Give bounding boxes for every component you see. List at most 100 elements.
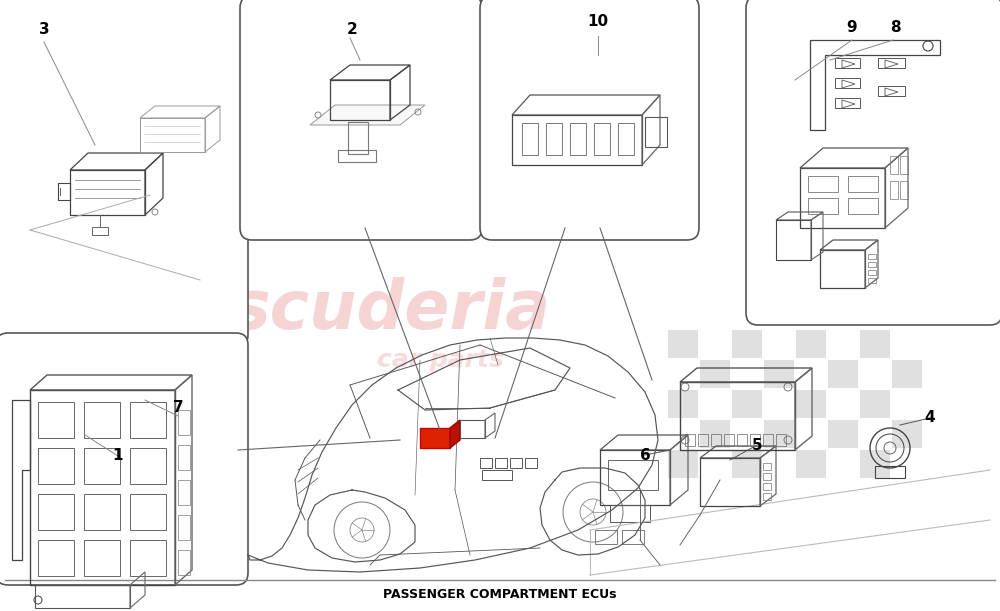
Bar	[892, 420, 922, 448]
Text: car parts: car parts	[377, 348, 503, 372]
Bar	[763, 493, 771, 500]
Bar	[622, 530, 644, 544]
Text: PASSENGER COMPARTMENT ECUs: PASSENGER COMPARTMENT ECUs	[383, 588, 617, 601]
Text: 10: 10	[587, 15, 609, 29]
Bar	[338, 150, 376, 162]
Bar	[84, 494, 120, 530]
Bar	[737, 434, 747, 446]
Bar	[522, 123, 538, 155]
Bar	[595, 530, 617, 544]
Bar	[130, 494, 166, 530]
Bar	[892, 360, 922, 388]
Bar	[130, 402, 166, 438]
Bar	[732, 330, 762, 358]
Bar	[763, 434, 773, 446]
Bar	[711, 434, 721, 446]
Bar	[594, 123, 610, 155]
Bar	[890, 156, 898, 174]
Polygon shape	[420, 428, 450, 448]
Bar	[763, 463, 771, 470]
Bar	[348, 122, 368, 154]
Bar	[875, 466, 905, 478]
FancyBboxPatch shape	[0, 0, 248, 347]
Bar	[92, 227, 108, 235]
Bar	[860, 330, 890, 358]
Bar	[685, 434, 695, 446]
Bar	[828, 360, 858, 388]
Bar	[525, 458, 537, 468]
Bar	[700, 420, 730, 448]
Bar	[698, 434, 708, 446]
Bar	[868, 262, 876, 267]
Bar	[860, 390, 890, 418]
Text: 6: 6	[640, 447, 650, 463]
Text: 2: 2	[347, 23, 357, 37]
Bar	[732, 450, 762, 478]
Bar	[763, 483, 771, 490]
Bar	[570, 123, 586, 155]
Text: 8: 8	[890, 21, 900, 35]
Bar	[763, 473, 771, 480]
Bar	[178, 445, 190, 470]
Bar	[84, 448, 120, 484]
Bar	[900, 181, 908, 199]
Bar	[38, 402, 74, 438]
Bar	[130, 448, 166, 484]
Bar	[38, 448, 74, 484]
Bar	[890, 181, 898, 199]
Text: 3: 3	[39, 23, 49, 37]
Text: 5: 5	[752, 437, 762, 453]
Text: 1: 1	[113, 448, 123, 464]
Bar	[868, 254, 876, 259]
Bar	[796, 330, 826, 358]
Bar	[828, 420, 858, 448]
Bar	[38, 494, 74, 530]
Bar	[645, 117, 667, 147]
Bar	[764, 360, 794, 388]
Polygon shape	[450, 420, 460, 448]
Bar	[178, 410, 190, 435]
Bar	[130, 540, 166, 576]
Text: 9: 9	[847, 21, 857, 35]
Bar	[618, 123, 634, 155]
Bar	[700, 360, 730, 388]
Bar	[724, 434, 734, 446]
Bar	[84, 402, 120, 438]
Bar	[668, 330, 698, 358]
Bar	[668, 390, 698, 418]
Bar	[848, 198, 878, 214]
Bar	[178, 515, 190, 540]
Bar	[808, 176, 838, 192]
Bar	[796, 390, 826, 418]
Text: 7: 7	[173, 400, 183, 414]
Bar	[178, 550, 190, 575]
Bar	[860, 450, 890, 478]
Bar	[764, 420, 794, 448]
Bar	[482, 470, 512, 480]
Bar	[510, 458, 522, 468]
Bar	[608, 460, 658, 490]
Bar	[848, 176, 878, 192]
Bar	[750, 434, 760, 446]
Text: 4: 4	[925, 411, 935, 425]
Bar	[796, 450, 826, 478]
Bar	[38, 540, 74, 576]
Bar	[732, 390, 762, 418]
FancyBboxPatch shape	[0, 333, 248, 585]
Polygon shape	[310, 105, 425, 125]
FancyBboxPatch shape	[746, 0, 1000, 325]
Bar	[495, 458, 507, 468]
Bar	[776, 434, 786, 446]
Text: scuderia: scuderia	[230, 277, 550, 343]
FancyBboxPatch shape	[480, 0, 699, 240]
Bar	[808, 198, 838, 214]
Bar	[900, 156, 908, 174]
Bar	[868, 270, 876, 275]
Bar	[480, 458, 492, 468]
Bar	[668, 450, 698, 478]
Bar	[868, 278, 876, 283]
Bar	[84, 540, 120, 576]
FancyBboxPatch shape	[240, 0, 482, 240]
Bar	[178, 480, 190, 505]
Bar	[546, 123, 562, 155]
